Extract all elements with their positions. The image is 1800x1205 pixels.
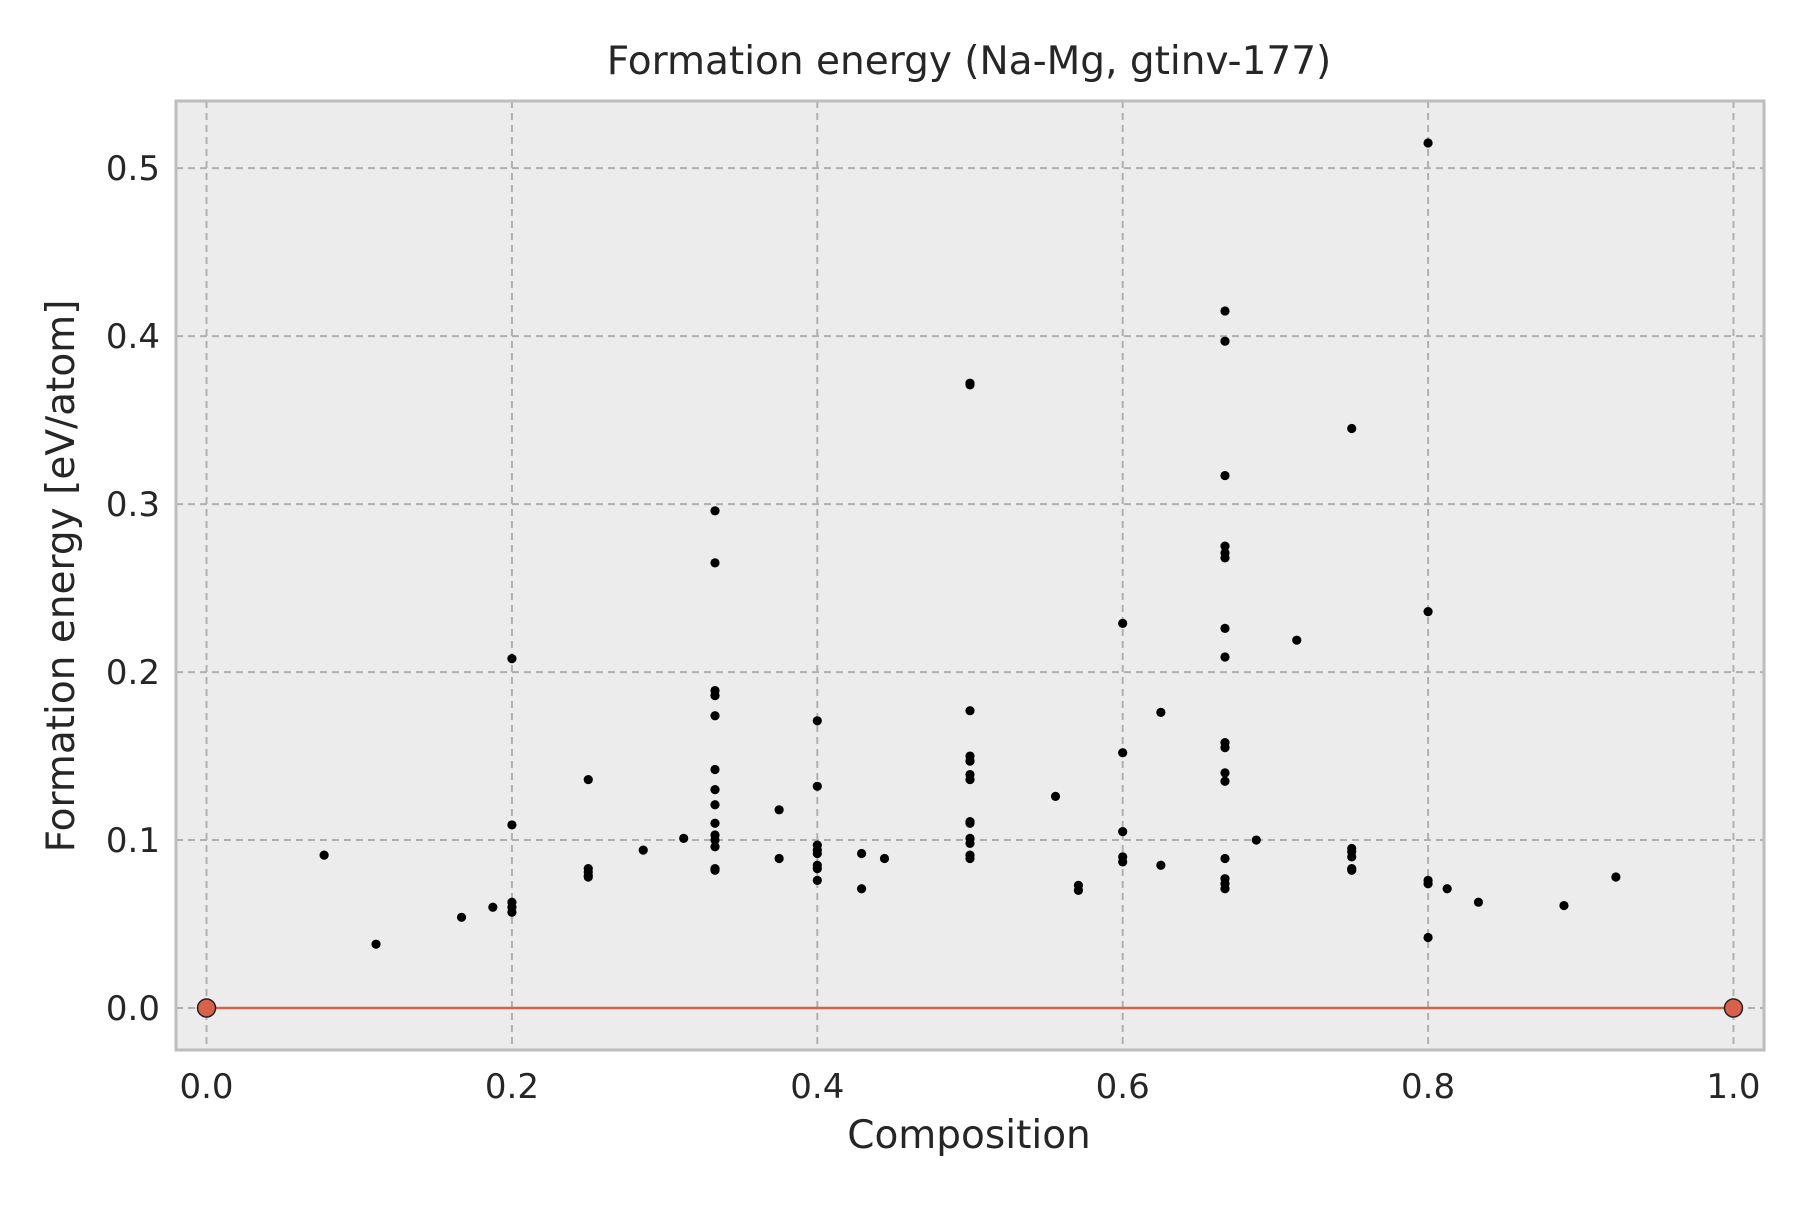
data-point [679, 833, 689, 843]
data-point [1220, 541, 1230, 551]
data-point [710, 558, 720, 568]
x-tick-label: 0.8 [1401, 1067, 1455, 1107]
data-point [1423, 607, 1433, 617]
data-point [710, 690, 720, 701]
data-point [1220, 553, 1230, 563]
x-tick-label: 0.0 [179, 1067, 233, 1107]
data-point [1220, 884, 1230, 894]
data-point [507, 907, 517, 917]
convex-hull [196, 998, 1744, 1018]
data-point [583, 774, 593, 785]
data-point [1559, 900, 1569, 911]
data-point [965, 838, 975, 849]
hull-point [1723, 998, 1744, 1018]
data-point [965, 853, 975, 864]
data-point [965, 774, 975, 785]
data-point [1220, 776, 1230, 786]
data-point [1220, 623, 1230, 634]
y-ticks: 0.0 0.1 0.2 0.3 0.4 0.5 [106, 149, 160, 1029]
y-axis-label: Formation energy [eV/atom] [39, 300, 84, 853]
data-point [507, 820, 517, 830]
data-point [1220, 652, 1230, 662]
data-point [1611, 872, 1621, 882]
data-point [1473, 897, 1484, 907]
data-point [1423, 879, 1433, 889]
data-point [774, 805, 784, 815]
data-point [774, 853, 784, 864]
data-point [1292, 635, 1302, 645]
plot-area [176, 101, 1764, 1050]
data-point [1220, 768, 1230, 778]
data-point [638, 845, 648, 855]
data-point [965, 818, 975, 828]
data-point [456, 912, 467, 922]
y-tick-label: 0.3 [106, 485, 160, 525]
data-point [1118, 857, 1128, 867]
data-point [1347, 423, 1357, 434]
data-point [1251, 835, 1261, 845]
x-tick-label: 0.4 [790, 1067, 844, 1107]
x-ticks: 0.0 0.2 0.4 0.6 0.8 1.0 [179, 1067, 1760, 1107]
data-point [965, 380, 975, 390]
x-tick-label: 1.0 [1706, 1067, 1760, 1107]
data-point [710, 785, 720, 795]
y-tick-label: 0.5 [106, 149, 160, 189]
data-point [710, 711, 720, 721]
data-point [1442, 884, 1452, 894]
data-point [812, 781, 822, 791]
hull-point [196, 998, 217, 1018]
chart-title: Formation energy (Na-Mg, gtinv-177) [607, 39, 1331, 84]
data-point [812, 716, 822, 726]
data-point [965, 756, 975, 766]
data-point [1118, 748, 1128, 758]
data-point [1347, 852, 1357, 862]
y-tick-label: 0.4 [106, 317, 160, 357]
data-point [488, 902, 498, 912]
data-point [1050, 791, 1061, 801]
data-point [1347, 865, 1357, 875]
data-point [710, 865, 720, 875]
data-point [710, 835, 720, 845]
data-point [1156, 860, 1166, 870]
data-point [583, 872, 593, 882]
data-point [1220, 306, 1230, 316]
data-points [319, 138, 1621, 949]
data-point [1423, 138, 1433, 148]
data-point [710, 506, 720, 516]
data-point [1073, 885, 1084, 896]
data-point [710, 842, 720, 852]
data-point [507, 654, 517, 664]
data-point [812, 848, 822, 859]
data-point [1423, 932, 1433, 943]
data-point [879, 853, 890, 864]
data-point [1156, 707, 1166, 717]
data-point [965, 706, 975, 716]
y-tick-label: 0.1 [106, 821, 160, 861]
x-tick-label: 0.2 [485, 1067, 539, 1107]
data-point [710, 800, 720, 810]
data-point [319, 850, 329, 860]
data-point [1220, 470, 1230, 481]
data-point [856, 848, 867, 859]
data-point [812, 875, 822, 885]
data-point [710, 818, 720, 828]
data-point [1118, 618, 1128, 628]
y-tick-label: 0.2 [106, 653, 160, 693]
plot-frame [174, 99, 1766, 1052]
data-point [710, 764, 720, 775]
data-point [856, 884, 867, 894]
data-point [812, 863, 822, 874]
data-point [371, 939, 381, 949]
data-point [1220, 743, 1230, 753]
x-axis-label: Composition [847, 1113, 1091, 1158]
data-point [1220, 336, 1230, 346]
x-tick-label: 0.6 [1096, 1067, 1150, 1107]
y-tick-label: 0.0 [106, 989, 160, 1029]
data-point [1220, 853, 1230, 864]
data-point [1118, 827, 1128, 837]
